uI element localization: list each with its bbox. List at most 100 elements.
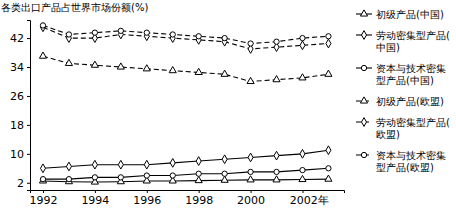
series-marker [326, 34, 331, 39]
series-marker [274, 151, 279, 160]
series-marker [247, 77, 254, 83]
series-marker [40, 23, 45, 32]
series-line [43, 27, 328, 49]
y-axis-title: 各类出口产品占世界市场份额(%) [1, 2, 148, 13]
x-tick-label: 1994 [81, 194, 109, 207]
series-marker [300, 41, 305, 50]
series-marker [117, 63, 124, 69]
y-tick-label: 18 [10, 119, 24, 132]
x-tick-mark [302, 190, 303, 193]
series-marker [247, 176, 254, 182]
x-tick-label: 1992 [29, 194, 57, 207]
series-marker [91, 61, 98, 67]
series-marker [196, 34, 201, 39]
series-marker [248, 169, 253, 174]
series-marker [325, 175, 332, 181]
y-tick: 42 [10, 32, 30, 45]
y-tick: 10 [10, 148, 30, 161]
series-marker [273, 76, 280, 82]
series-marker [221, 176, 228, 182]
series-marker [222, 155, 227, 164]
series-marker [66, 32, 71, 37]
series-marker [92, 160, 97, 169]
x-tick: 1994 [81, 190, 109, 207]
y-tick-label: 10 [10, 148, 24, 161]
legend-item: 劳动密集型产品(中国) [356, 30, 450, 53]
series-line [43, 168, 328, 179]
x-tick: 1996 [133, 190, 161, 207]
series-marker [195, 176, 202, 182]
x-tick: 1992 [29, 190, 57, 207]
series-marker [92, 30, 97, 35]
series-marker [325, 70, 332, 76]
series-marker [274, 169, 279, 174]
legend-item: 初级产品(欧盟) [356, 96, 444, 107]
series-marker [248, 153, 253, 162]
legend-label: 初级产品(欧盟) [376, 96, 444, 107]
x-tick-label: 2000 [237, 194, 265, 207]
series-marker [40, 23, 45, 28]
y-axis: 2 10 18 26 34 42 [10, 21, 31, 191]
y-tick-mark [27, 154, 30, 155]
legend-item: 资本与技术密集型产品(中国) [356, 63, 446, 86]
y-tick: 34 [10, 61, 30, 74]
x-axis-line [31, 191, 345, 194]
legend-item: 初级产品(中国) [356, 9, 444, 20]
series-marker [300, 167, 305, 172]
series-marker [170, 32, 175, 37]
x-tick: 1998 [185, 190, 213, 207]
plot: 2 10 18 26 34 42 1992 1994 1996 1998 2000 2002年 [10, 21, 345, 207]
series-marker [248, 41, 253, 46]
y-tick-mark [27, 183, 30, 184]
series-marker [144, 30, 149, 35]
legend-label: 劳动密集型产品(欧盟) [376, 117, 450, 140]
series-marker [143, 65, 150, 71]
y-tick-label: 34 [10, 61, 24, 74]
legend-label: 资本与技术密集型产品(中国) [376, 63, 446, 86]
legend-marker [360, 10, 367, 16]
series-marker [92, 175, 97, 180]
series-marker [65, 59, 72, 65]
series-line [43, 25, 328, 43]
series-marker [273, 176, 280, 182]
x-tick-mark [147, 190, 148, 193]
legend-marker [361, 65, 366, 70]
series-marker [326, 166, 331, 171]
legend-label: 资本与技术密集型产品(欧盟) [376, 150, 446, 173]
x-tick-mark [95, 190, 96, 193]
series-marker [118, 175, 123, 180]
series-marker [196, 157, 201, 166]
series-marker [300, 35, 305, 40]
x-tick-label: 1996 [133, 194, 161, 207]
legend-item: 资本与技术密集型产品(欧盟) [356, 150, 446, 173]
series-marker [170, 159, 175, 168]
series-marker [222, 171, 227, 176]
series-marker [196, 171, 201, 176]
y-axis-line [27, 21, 31, 191]
y-tick-mark [27, 38, 30, 39]
y-tick-label: 26 [10, 90, 24, 103]
y-tick-mark [27, 125, 30, 126]
x-tick-mark [199, 190, 200, 193]
series-marker [300, 149, 305, 158]
series-marker [118, 28, 123, 33]
series-line [43, 56, 328, 81]
legend-marker [361, 31, 366, 40]
series-marker [40, 164, 45, 173]
legend: 初级产品(中国) 劳动密集型产品(中国) 资本与技术密集型产品(中国) 初级产品(欧盟… [356, 9, 450, 173]
series-marker [170, 173, 175, 178]
x-tick: 2002年 [290, 190, 329, 207]
chart: 2 10 18 26 34 42 1992 1994 1996 1998 2000 2002年 各类出口… [0, 0, 456, 212]
x-tick: 2000 [237, 190, 265, 207]
x-tick-mark [43, 190, 44, 193]
y-tick-label: 2 [17, 177, 24, 190]
data-layer [39, 23, 332, 184]
series-marker [144, 160, 149, 169]
legend-marker [360, 97, 367, 103]
y-tick-mark [27, 67, 30, 68]
y-tick: 2 [17, 177, 30, 190]
y-tick: 18 [10, 119, 30, 132]
series-line [43, 150, 328, 168]
series-marker [39, 177, 46, 183]
series-marker [118, 160, 123, 169]
